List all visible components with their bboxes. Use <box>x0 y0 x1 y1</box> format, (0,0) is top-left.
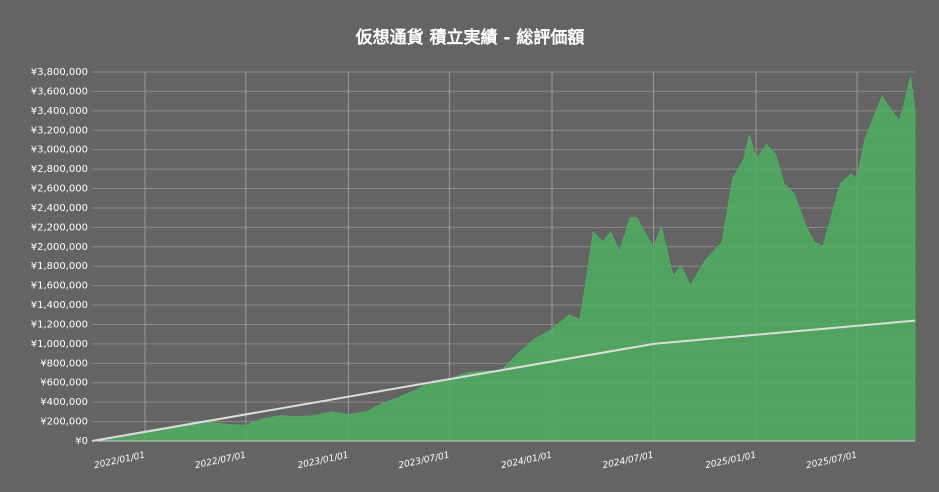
y-tick-label: ¥0 <box>75 436 88 447</box>
y-tick-label: ¥2,600,000 <box>31 184 88 195</box>
y-tick-label: ¥2,800,000 <box>31 164 88 175</box>
y-tick-label: ¥3,600,000 <box>31 86 88 97</box>
line <box>91 319 916 442</box>
y-tick-label: ¥1,200,000 <box>31 319 88 330</box>
y-tick-label: ¥200,000 <box>40 417 88 428</box>
y-tick-label: ¥2,400,000 <box>31 203 88 214</box>
y-tick-label: ¥3,400,000 <box>31 106 88 117</box>
y-tick-label: ¥400,000 <box>40 397 88 408</box>
y-tick-label: ¥800,000 <box>40 358 88 369</box>
y-tick-label: ¥3,800,000 <box>31 67 88 78</box>
y-tick-label: ¥2,200,000 <box>31 222 88 233</box>
y-tick-label: ¥1,400,000 <box>31 300 88 311</box>
y-tick-label: ¥2,000,000 <box>31 242 88 253</box>
y-tick-label: ¥3,000,000 <box>31 145 88 156</box>
y-tick-label: ¥1,600,000 <box>31 281 88 292</box>
y-tick-label: ¥1,800,000 <box>31 261 88 272</box>
chart-title: 仮想通貨 積立実績 - 総評価額 <box>355 27 585 48</box>
y-tick-label: ¥1,000,000 <box>31 339 88 350</box>
y-tick-label: ¥3,200,000 <box>31 125 88 136</box>
area <box>93 76 916 442</box>
y-tick-label: ¥600,000 <box>40 378 88 389</box>
